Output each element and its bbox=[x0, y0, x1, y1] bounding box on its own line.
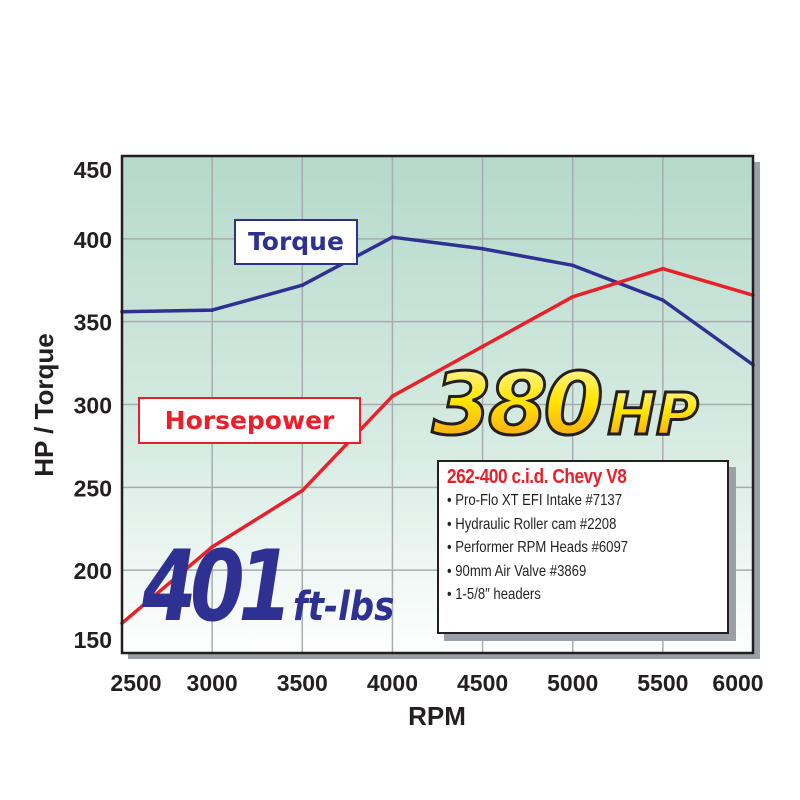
series-line-torque bbox=[121, 235, 755, 367]
y-tick-label: 200 bbox=[74, 558, 112, 584]
peak-hp-unit: HP bbox=[606, 379, 700, 450]
peak-torque-callout: 401 ft-lbs bbox=[142, 530, 412, 644]
x-tick-label: 4000 bbox=[367, 670, 418, 696]
data-point-horsepower bbox=[300, 488, 305, 493]
spec-item: • Hydraulic Roller cam #2208 bbox=[447, 515, 617, 533]
data-point-torque bbox=[661, 298, 665, 302]
y-tick-label: 300 bbox=[74, 393, 112, 419]
data-point-horsepower bbox=[390, 394, 395, 399]
x-axis-ticks: 2500 3000 3500 4000 4500 5000 5500 6000 bbox=[110, 670, 763, 696]
engine-spec-box: 262-400 c.i.d. Chevy V8 • Pro-Flo XT EFI… bbox=[437, 460, 729, 634]
data-point-torque bbox=[390, 235, 395, 239]
y-tick-label: 150 bbox=[74, 627, 112, 653]
x-tick-label: 4500 bbox=[457, 670, 508, 696]
peak-hp-callout: 380 HP bbox=[431, 354, 701, 457]
data-point-torque bbox=[210, 308, 214, 312]
spec-item: • Pro-Flo XT EFI Intake #7137 bbox=[447, 492, 622, 509]
x-tick-label: 5500 bbox=[637, 670, 688, 696]
x-tick-label: 2500 bbox=[110, 670, 161, 696]
peak-hp-value: 380 bbox=[431, 354, 606, 457]
y-tick-label: 250 bbox=[74, 475, 112, 501]
spec-title: 262-400 c.i.d. Chevy V8 bbox=[447, 466, 627, 488]
y-tick-label: 400 bbox=[74, 227, 112, 253]
y-tick-label: 450 bbox=[74, 157, 112, 183]
series-line-horsepower bbox=[120, 266, 754, 625]
y-tick-label: 350 bbox=[74, 310, 112, 336]
y-axis-label: HP / Torque bbox=[29, 333, 59, 477]
data-point-torque bbox=[480, 246, 485, 251]
data-point-torque bbox=[300, 283, 305, 288]
x-axis-label: RPM bbox=[408, 701, 466, 731]
spec-item: • 1-5/8″ headers bbox=[447, 586, 541, 603]
spec-item: • Performer RPM Heads #6097 bbox=[447, 539, 629, 556]
x-tick-label: 6000 bbox=[712, 670, 763, 696]
data-point-horsepower bbox=[570, 295, 575, 299]
data-point-horsepower bbox=[480, 344, 485, 349]
plot-border bbox=[120, 154, 755, 655]
data-point-horsepower bbox=[661, 266, 665, 271]
x-tick-label: 5000 bbox=[547, 670, 598, 696]
legend-horsepower: Horsepower bbox=[138, 397, 361, 444]
y-axis-ticks: 150 200 250 300 350 400 450 bbox=[74, 157, 112, 653]
peak-torque-unit: ft-lbs bbox=[292, 584, 394, 630]
legend-torque: Torque bbox=[234, 219, 358, 265]
x-tick-label: 3000 bbox=[187, 670, 238, 696]
x-tick-label: 3500 bbox=[277, 670, 328, 696]
peak-torque-value: 401 bbox=[142, 530, 293, 644]
data-point-horsepower bbox=[210, 545, 214, 549]
spec-item: • 90mm Air Valve #3869 bbox=[447, 562, 587, 580]
data-point-torque bbox=[570, 263, 575, 268]
